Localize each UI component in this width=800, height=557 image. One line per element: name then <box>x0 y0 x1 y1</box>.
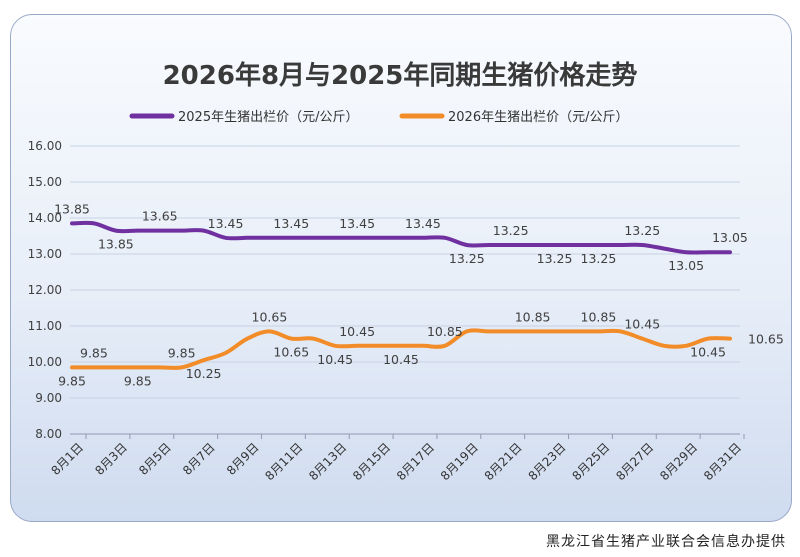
data-label: 13.05 <box>668 258 704 273</box>
legend-label: 2025年生猪出栏价（元/公斤） <box>178 110 358 125</box>
x-tick-label: 8月25日 <box>569 440 612 483</box>
x-tick-label: 8月7日 <box>180 440 218 478</box>
x-tick-label: 8月1日 <box>48 440 86 478</box>
y-tick-label: 16.00 <box>28 139 62 153</box>
data-label: 10.85 <box>581 309 617 324</box>
x-tick-label: 8月23日 <box>526 440 569 483</box>
data-label: 10.45 <box>624 317 660 332</box>
data-label: 10.65 <box>748 332 784 347</box>
data-label: 13.25 <box>449 251 485 266</box>
y-tick-label: 15.00 <box>28 175 62 189</box>
series-line <box>70 328 732 370</box>
data-label: 10.45 <box>317 352 353 367</box>
data-label: 10.65 <box>252 309 288 324</box>
x-tick-label: 8月3日 <box>92 440 130 478</box>
data-label: 9.85 <box>58 373 86 388</box>
legend-label: 2026年生猪出栏价（元/公斤） <box>448 110 628 125</box>
chart-panel <box>10 14 792 522</box>
x-tick-label: 8月29日 <box>657 440 700 483</box>
x-tick-label: 8月31日 <box>701 440 744 483</box>
x-tick-label: 8月19日 <box>438 440 481 483</box>
data-label: 13.25 <box>581 251 617 266</box>
data-label: 13.45 <box>273 216 309 231</box>
data-label: 13.05 <box>712 230 748 245</box>
x-tick-label: 8月13日 <box>306 440 349 483</box>
y-tick-label: 11.00 <box>28 319 62 333</box>
y-tick-label: 14.00 <box>28 211 62 225</box>
data-label: 10.85 <box>427 324 463 339</box>
data-label: 13.25 <box>493 223 529 238</box>
data-label: 10.45 <box>339 324 375 339</box>
x-tick-label: 8月5日 <box>136 440 174 478</box>
x-tick-label: 8月9日 <box>224 440 262 478</box>
data-label: 13.65 <box>142 209 178 224</box>
data-label: 10.25 <box>186 366 222 381</box>
series-line <box>70 220 732 255</box>
data-label: 9.85 <box>80 345 108 360</box>
x-tick-label: 8月11日 <box>262 440 305 483</box>
x-tick-label: 8月21日 <box>482 440 525 483</box>
data-label: 13.45 <box>208 216 244 231</box>
chart-title: 2026年8月与2025年同期生猪价格走势 <box>163 60 638 91</box>
data-label: 10.65 <box>273 345 309 360</box>
y-tick-label: 9.00 <box>35 391 62 405</box>
data-label: 13.25 <box>624 223 660 238</box>
data-label: 13.85 <box>98 237 134 252</box>
y-tick-label: 13.00 <box>28 247 62 261</box>
data-label: 13.25 <box>537 251 573 266</box>
source-credit: 黑龙江省生猪产业联合会信息办提供 <box>546 534 786 550</box>
data-label: 9.85 <box>124 373 152 388</box>
x-tick-label: 8月15日 <box>350 440 393 483</box>
data-label: 10.45 <box>690 345 726 360</box>
data-label: 9.85 <box>168 345 196 360</box>
x-tick-label: 8月27日 <box>613 440 656 483</box>
data-label: 10.85 <box>515 309 551 324</box>
y-tick-label: 12.00 <box>28 283 62 297</box>
data-label: 13.45 <box>339 216 375 231</box>
data-label: 13.45 <box>405 216 441 231</box>
y-tick-label: 10.00 <box>28 355 62 369</box>
y-tick-label: 8.00 <box>35 427 62 441</box>
x-tick-label: 8月17日 <box>394 440 437 483</box>
data-label: 10.45 <box>383 352 419 367</box>
data-label: 13.85 <box>54 201 90 216</box>
